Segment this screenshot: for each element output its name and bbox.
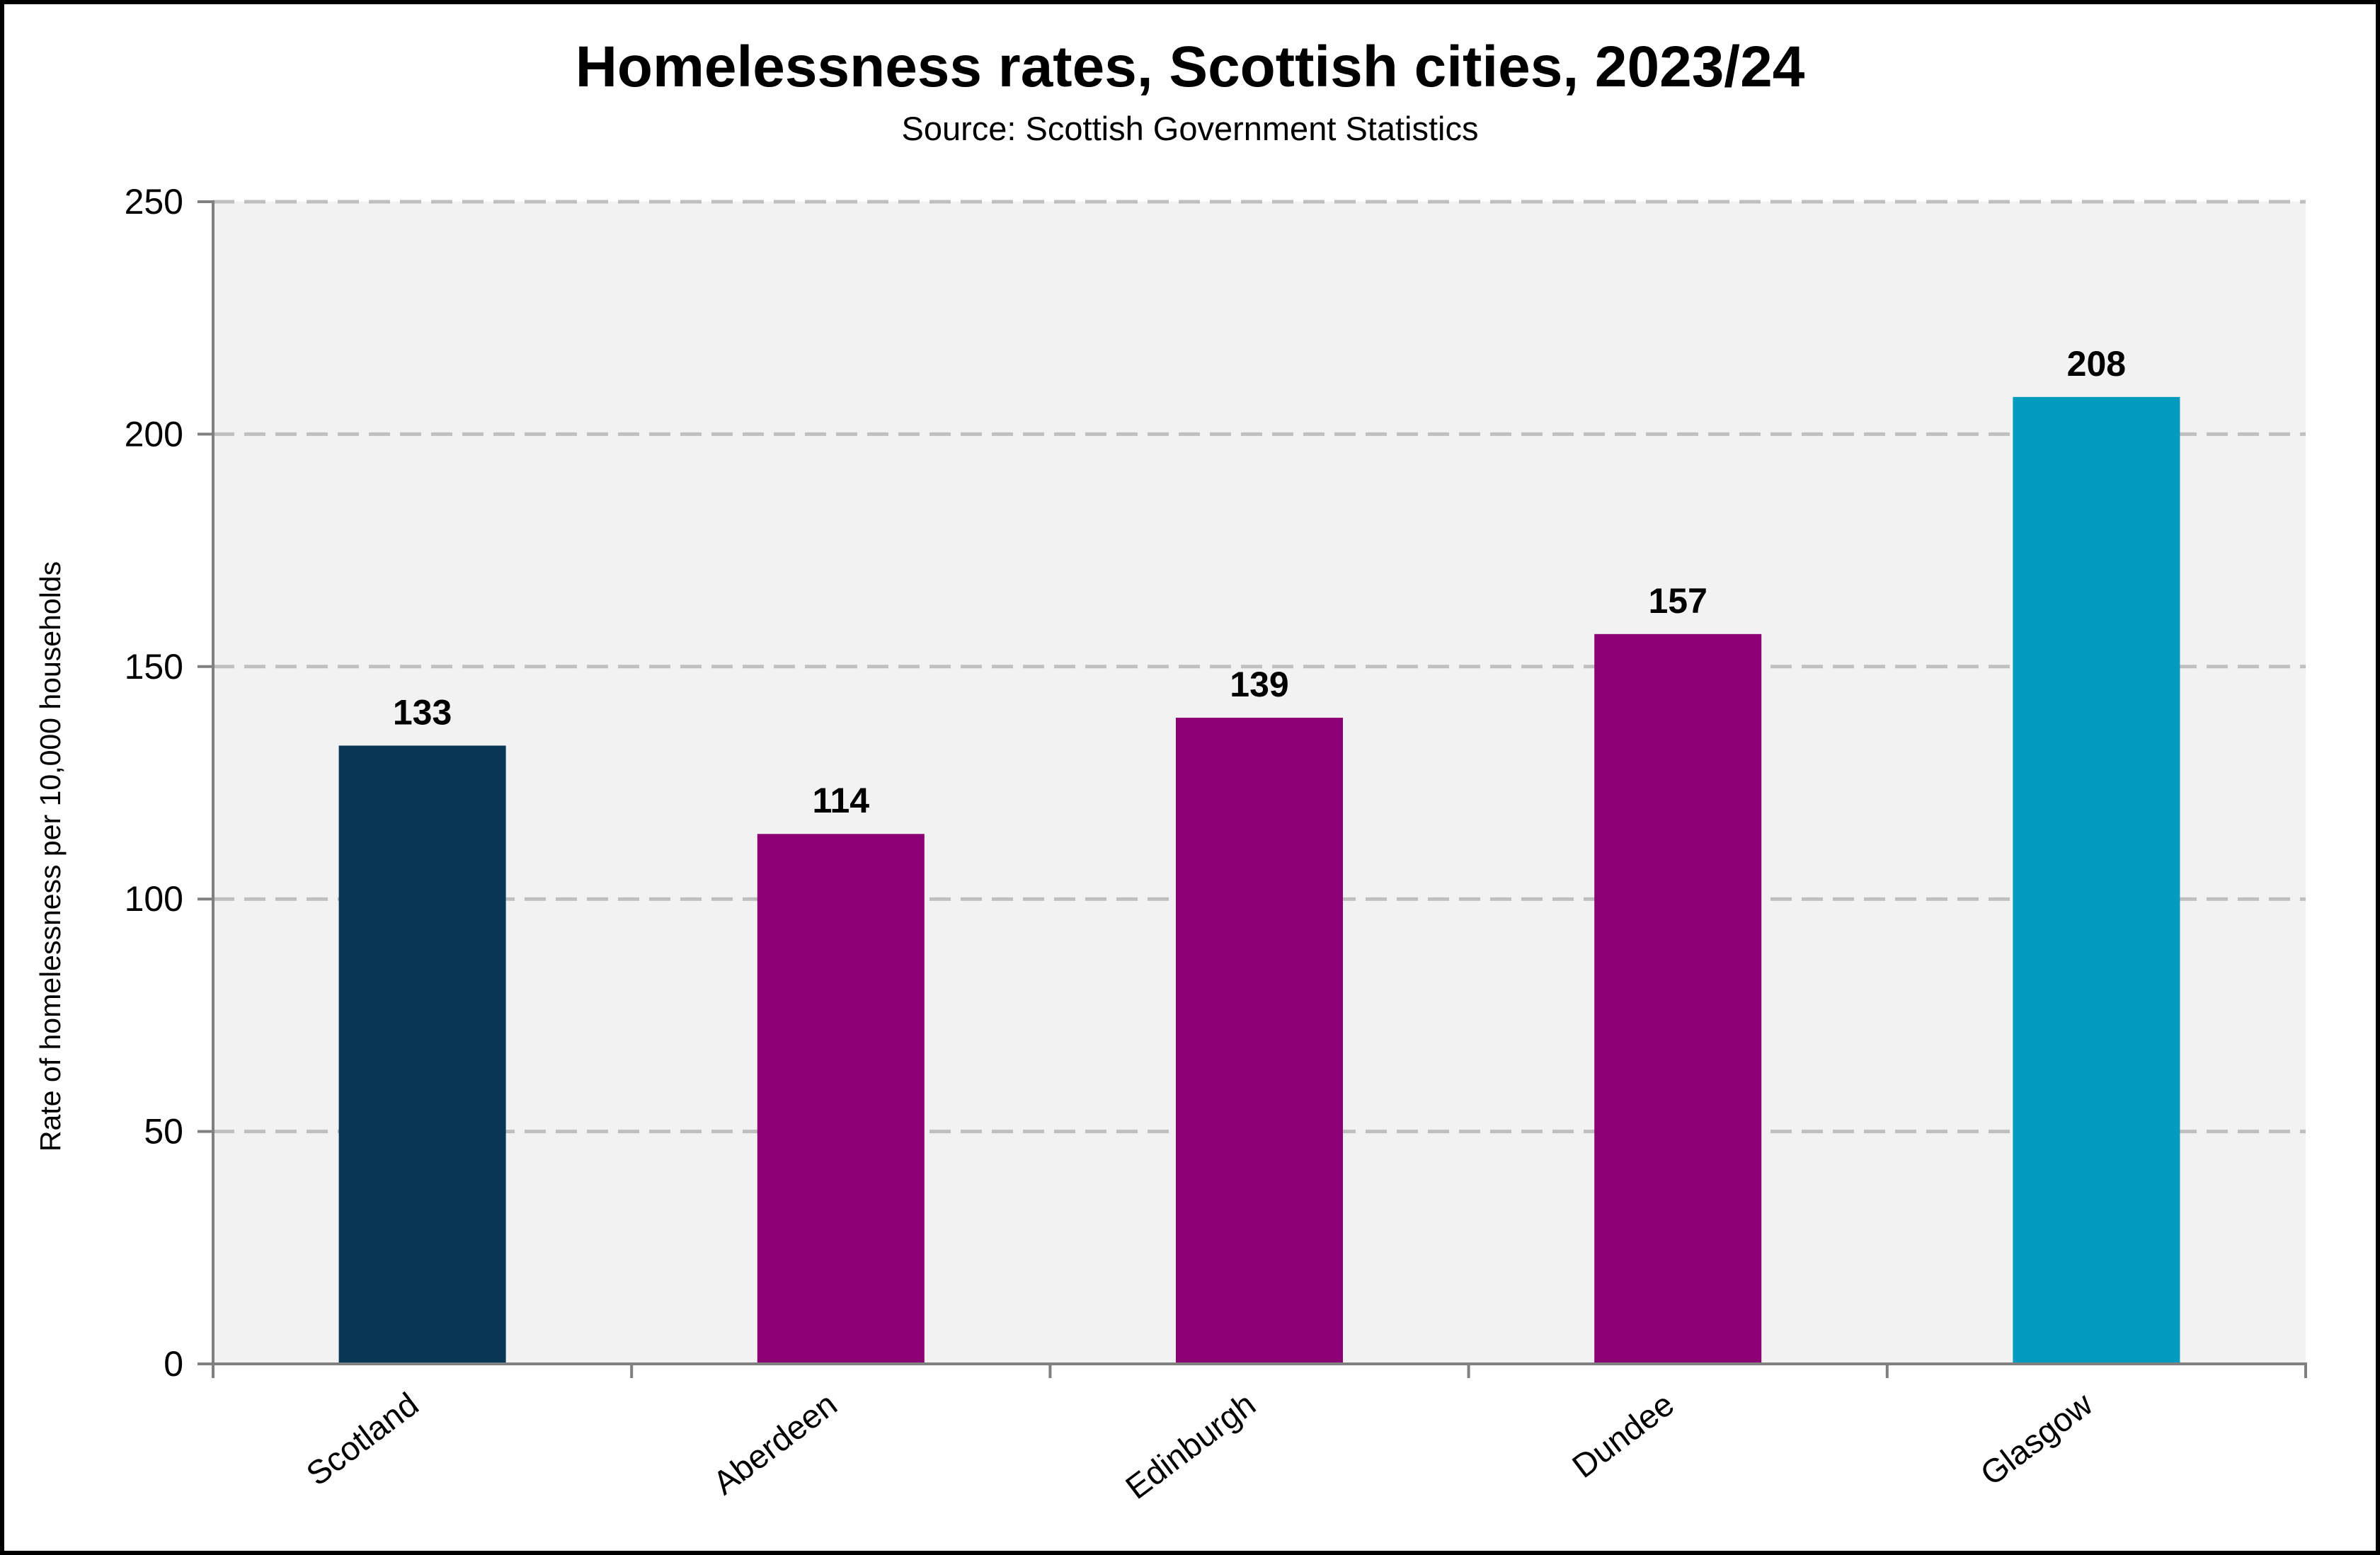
bar-glasgow [2013, 396, 2180, 1365]
x-tick-label-scotland: Scotland [299, 1385, 425, 1493]
data-label-glasgow: 208 [2067, 344, 2126, 384]
x-tick-label-dundee: Dundee [1565, 1385, 1681, 1485]
data-label-edinburgh: 139 [1230, 665, 1288, 704]
y-axis-label: Rate of homelessness per 10,000 househol… [34, 561, 67, 1152]
chart-title: Homelessness rates, Scottish cities, 202… [575, 35, 1805, 99]
x-tick-label-aberdeen: Aberdeen [706, 1385, 844, 1502]
y-tick-label: 0 [164, 1344, 183, 1384]
x-tick-label-glasgow: Glasgow [1973, 1384, 2100, 1493]
data-label-aberdeen: 114 [812, 781, 869, 820]
y-tick-label: 50 [144, 1112, 183, 1152]
chart-subtitle: Source: Scottish Government Statistics [901, 110, 1479, 147]
data-label-scotland: 133 [393, 692, 452, 732]
bar-aberdeen [757, 834, 925, 1364]
x-tick-label-edinburgh: Edinburgh [1119, 1385, 1262, 1506]
bar-edinburgh [1176, 718, 1343, 1364]
bar-scotland [338, 745, 506, 1364]
y-tick-label: 200 [125, 414, 183, 454]
bar-dundee [1594, 633, 1762, 1364]
y-tick-label: 100 [125, 879, 183, 919]
y-tick-label: 250 [125, 182, 183, 222]
data-label-dundee: 157 [1648, 581, 1707, 621]
y-tick-label: 150 [125, 647, 183, 687]
